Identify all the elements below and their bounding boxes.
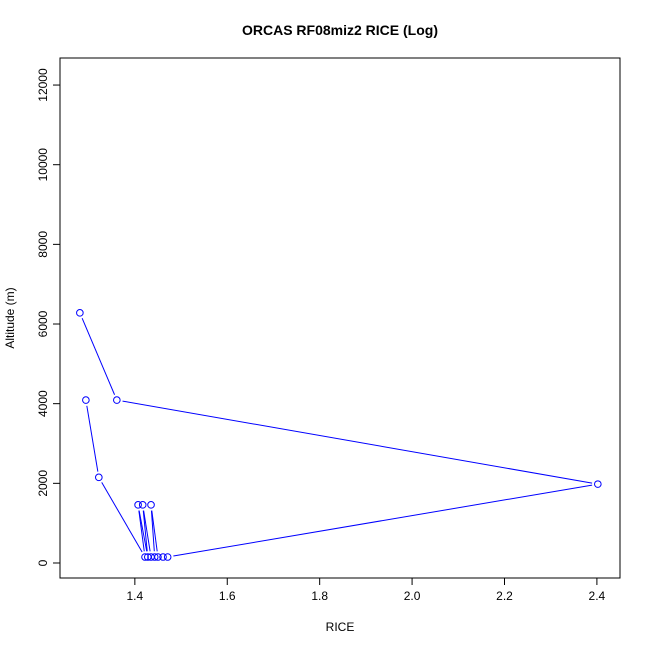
x-tick-label: 2.2: [496, 589, 513, 603]
y-tick-label: 0: [36, 559, 50, 566]
data-point: [147, 501, 155, 509]
y-tick-label: 12000: [36, 68, 50, 102]
series-line-segment: [86, 405, 99, 472]
data-point: [82, 396, 90, 404]
series-line-segment: [138, 510, 148, 552]
y-tick-label: 8000: [36, 231, 50, 258]
y-axis-label: Altitude (m): [3, 287, 17, 348]
data-point: [163, 553, 172, 561]
series-line-segment: [150, 510, 155, 552]
chart-title: ORCAS RF08miz2 RICE (Log): [242, 22, 438, 38]
data-point: [76, 309, 84, 317]
data-point: [594, 480, 602, 488]
x-tick-label: 1.4: [127, 589, 144, 603]
data-point: [113, 396, 121, 404]
x-tick-label: 1.6: [219, 589, 236, 603]
data-point: [95, 473, 103, 482]
series-line-segment: [122, 400, 593, 484]
y-tick-label: 10000: [36, 148, 50, 182]
series-line-segment: [138, 510, 145, 552]
series-line-segment: [81, 318, 116, 395]
x-tick-label: 2.4: [589, 589, 606, 603]
data-point: [154, 553, 162, 561]
series-line-segment: [151, 510, 158, 552]
y-tick-label: 4000: [36, 390, 50, 417]
series-line-segment: [143, 510, 151, 552]
data-point: [134, 501, 142, 509]
y-tick-label: 2000: [36, 470, 50, 497]
data-point: [141, 553, 149, 561]
x-axis-label: RICE: [326, 620, 355, 634]
series-line-segment: [142, 510, 148, 552]
x-tick-label: 2.0: [404, 589, 421, 603]
data-point: [138, 501, 147, 509]
data-point: [150, 553, 159, 561]
series-line-segment: [101, 482, 143, 553]
x-tick-label: 1.8: [311, 589, 328, 603]
data-point: [159, 553, 167, 561]
y-tick-label: 6000: [36, 310, 50, 337]
plot-frame: [59, 57, 621, 579]
series-line-segment: [173, 484, 593, 557]
